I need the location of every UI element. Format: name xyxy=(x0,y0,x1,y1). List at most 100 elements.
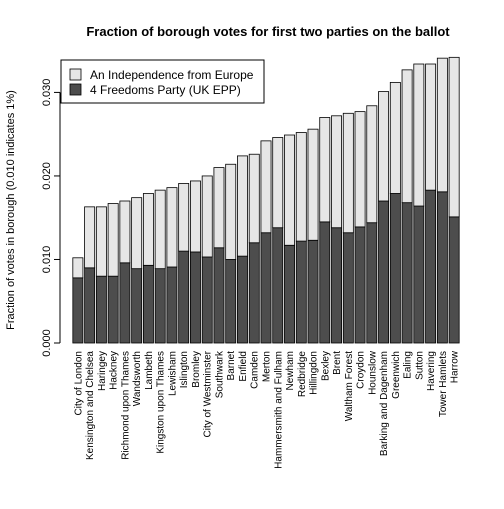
x-tick-label: Waltham Forest xyxy=(344,351,355,421)
bar-segment-independence-from-europe xyxy=(425,63,437,191)
bar-segment-independence-from-europe xyxy=(284,134,295,246)
x-tick-label: Hillingdon xyxy=(309,351,320,395)
bar-segment-independence-from-europe xyxy=(225,163,237,260)
bar-segment-independence-from-europe xyxy=(436,57,448,193)
bar-segment-independence-from-europe xyxy=(331,115,343,229)
bar-segment-4-freedoms xyxy=(295,240,307,344)
legend-swatch xyxy=(69,68,82,81)
bar-segment-4-freedoms xyxy=(272,227,284,344)
bar-segment-independence-from-europe xyxy=(178,183,190,252)
x-tick-label: Newham xyxy=(285,351,296,390)
x-tick-label: Islington xyxy=(179,351,190,388)
bar-segment-4-freedoms xyxy=(154,268,166,344)
x-tick-label: Barking and Dagenham xyxy=(379,351,390,456)
x-tick-label: Bromley xyxy=(191,351,202,388)
bar-segment-independence-from-europe xyxy=(154,189,166,270)
bar-segment-independence-from-europe xyxy=(84,206,96,269)
bar-segment-4-freedoms xyxy=(225,259,237,344)
y-tick-label: 0.030 xyxy=(41,79,53,107)
x-tick-labels: City of London Kensington and Chelsea Hari… xyxy=(73,350,460,469)
x-tick-label: Richmond upon Thames xyxy=(120,351,131,460)
bar-segment-4-freedoms xyxy=(366,222,378,344)
bar-segment-independence-from-europe xyxy=(201,175,213,258)
chart-title: Fraction of borough votes for first two … xyxy=(86,24,450,39)
y-axis-label: Fraction of votes in borough (0.010 indi… xyxy=(5,90,17,330)
x-tick-label: Enfield xyxy=(238,351,249,382)
bar-segment-independence-from-europe xyxy=(366,105,378,224)
bar-segment-independence-from-europe xyxy=(354,111,366,228)
bar-segment-4-freedoms xyxy=(354,226,366,344)
bar-segment-4-freedoms xyxy=(284,244,295,344)
bar-segment-independence-from-europe xyxy=(295,132,307,242)
y-axis: 0.000 0.010 0.020 0.030 xyxy=(41,79,61,357)
legend-swatch xyxy=(69,83,82,96)
x-tick-label: Hammersmith and Fulham xyxy=(273,351,284,469)
bar-segment-independence-from-europe xyxy=(189,180,201,253)
x-tick-label: Redbridge xyxy=(297,351,308,398)
bar-segment-independence-from-europe xyxy=(72,257,84,279)
bars-layer xyxy=(72,56,460,344)
x-tick-label: Haringey xyxy=(97,351,108,391)
bar-segment-4-freedoms xyxy=(142,264,154,344)
y-tick-label: 0.000 xyxy=(41,329,53,357)
bar-segment-4-freedoms xyxy=(84,267,96,344)
bar-segment-4-freedoms xyxy=(436,191,448,344)
bar-segment-independence-from-europe xyxy=(389,81,401,194)
legend-box xyxy=(60,59,265,104)
x-tick-label: Camden xyxy=(250,351,261,389)
x-tick-label: Barnet xyxy=(226,351,237,381)
bar-segment-4-freedoms xyxy=(119,262,131,344)
bar-segment-4-freedoms xyxy=(72,277,84,344)
x-tick-label: Croydon xyxy=(356,351,367,389)
bar-segment-4-freedoms xyxy=(389,193,401,344)
bar-segment-4-freedoms xyxy=(131,268,143,344)
bar-segment-4-freedoms xyxy=(95,275,107,344)
x-tick-label: Kingston upon Thames xyxy=(156,351,167,454)
x-tick-label: Southwark xyxy=(214,350,225,398)
legend-label: 4 Freedoms Party (UK EPP) xyxy=(90,83,241,97)
bar-segment-4-freedoms xyxy=(413,205,425,344)
bar-segment-independence-from-europe xyxy=(95,206,107,277)
y-tick-label: 0.020 xyxy=(41,162,53,190)
legend-label: An Independence from Europe xyxy=(90,68,254,82)
bar-segment-independence-from-europe xyxy=(342,112,354,234)
bar-segment-4-freedoms xyxy=(260,232,272,344)
bar-segment-independence-from-europe xyxy=(307,128,319,241)
bar-segment-independence-from-europe xyxy=(237,155,248,257)
x-tick-label: Wandsworth xyxy=(132,351,143,406)
bar-segment-independence-from-europe xyxy=(272,137,284,229)
x-tick-label: Lambeth xyxy=(144,351,155,390)
bar-segment-independence-from-europe xyxy=(260,140,272,234)
bar-segment-4-freedoms xyxy=(107,275,119,344)
x-tick-label: Kensington and Chelsea xyxy=(85,351,96,460)
bar-segment-4-freedoms xyxy=(201,256,213,344)
bar-segment-independence-from-europe xyxy=(107,203,119,277)
x-tick-label: City of London xyxy=(73,351,84,416)
x-tick-label: City of Westminster xyxy=(203,350,214,437)
x-tick-label: Hackney xyxy=(109,351,120,390)
bar-segment-independence-from-europe xyxy=(448,56,460,218)
x-tick-label: Bexley xyxy=(320,351,331,381)
x-tick-label: Lewisham xyxy=(167,351,178,396)
bar-segment-4-freedoms xyxy=(178,250,190,344)
bar-segment-4-freedoms xyxy=(331,227,343,344)
x-tick-label: Hounslow xyxy=(367,350,378,395)
bar-segment-independence-from-europe xyxy=(213,167,225,249)
bar-segment-4-freedoms xyxy=(237,255,248,344)
bar-segment-4-freedoms xyxy=(319,221,331,344)
bar-segment-4-freedoms xyxy=(425,189,437,344)
x-tick-label: Sutton xyxy=(414,351,425,380)
x-tick-label: Ealing xyxy=(403,351,414,379)
x-tick-label: Merton xyxy=(262,351,273,382)
x-tick-label: Tower Hamlets xyxy=(438,351,449,417)
bar-segment-4-freedoms xyxy=(342,232,354,344)
bar-segment-4-freedoms xyxy=(189,251,201,344)
bar-segment-independence-from-europe xyxy=(166,187,178,268)
bar-segment-independence-from-europe xyxy=(401,69,413,204)
y-tick-label: 0.010 xyxy=(41,246,53,274)
bar-segment-independence-from-europe xyxy=(131,197,143,270)
bar-segment-4-freedoms xyxy=(307,239,319,344)
bar-segment-4-freedoms xyxy=(448,216,460,344)
